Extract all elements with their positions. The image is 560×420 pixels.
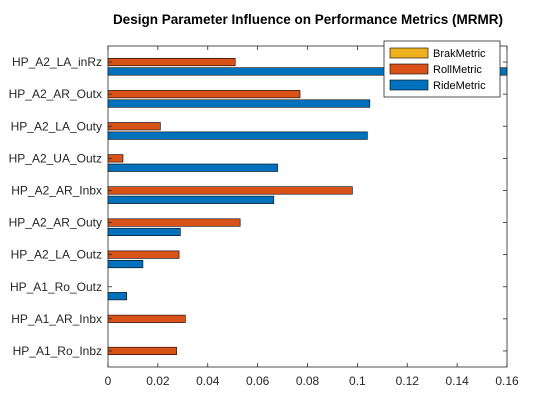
bar-rollmetric-hp-a2-ar-outx bbox=[107, 90, 301, 99]
bar-rollmetric-hp-a1-ar-inbx bbox=[107, 314, 186, 323]
bar-rollmetric-hp-a2-la-inrz bbox=[107, 57, 236, 67]
x-tick-label: 0.16 bbox=[495, 374, 519, 388]
bar-rollmetric-hp-a2-la-outy bbox=[107, 122, 161, 131]
x-tick-label: 0 bbox=[105, 374, 112, 388]
bar-ridemetric-hp-a1-ro-outz bbox=[107, 292, 128, 301]
bar-ridemetric-hp-a2-la-outy bbox=[107, 131, 368, 140]
bar-ridemetric-hp-a2-la-outz bbox=[107, 259, 144, 269]
legend-label-rollmetric: RollMetric bbox=[433, 64, 482, 76]
y-tick-label: HP_A1_AR_Inbx bbox=[11, 312, 102, 326]
y-tick-label: HP_A2_AR_Inbx bbox=[11, 183, 102, 197]
x-tick-label: 0.06 bbox=[246, 374, 270, 388]
legend-label-brakmetric: BrakMetric bbox=[433, 48, 486, 60]
legend-swatch-rollmetric bbox=[389, 63, 429, 75]
x-tick-label: 0.1 bbox=[349, 374, 366, 388]
legend-label-ridemetric: RideMetric bbox=[433, 80, 486, 92]
legend: BrakMetric RollMetric RideMetric bbox=[383, 40, 501, 98]
x-tick-label: 0.12 bbox=[396, 374, 420, 388]
x-tick-label: 0.08 bbox=[296, 374, 320, 388]
y-tick-label: HP_A1_Ro_Outz bbox=[10, 280, 102, 294]
bar-ridemetric-hp-a2-ua-outz bbox=[107, 163, 278, 172]
bar-ridemetric-hp-a2-ar-outx bbox=[107, 99, 371, 108]
plot-area bbox=[107, 45, 508, 368]
y-tick-label: HP_A2_LA_inRz bbox=[12, 55, 102, 69]
y-tick-label: HP_A2_AR_Outx bbox=[9, 87, 102, 101]
x-tick-label: 0.02 bbox=[146, 374, 170, 388]
x-tick-label: 0.14 bbox=[445, 374, 469, 388]
y-tick-label: HP_A2_UA_Outz bbox=[9, 151, 102, 165]
y-tick-label: HP_A2_AR_Outy bbox=[9, 216, 102, 230]
chart-title: Design Parameter Influence on Performanc… bbox=[113, 12, 503, 27]
plot-background bbox=[108, 46, 507, 367]
y-tick-label: HP_A2_LA_Outy bbox=[11, 119, 102, 133]
bar-ridemetric-hp-a2-ar-inbx bbox=[107, 195, 275, 204]
x-axis-labels: 0 0.02 0.04 0.06 0.08 0.1 0.12 0.14 0.16 bbox=[105, 46, 519, 388]
bar-ridemetric-hp-a2-ar-outy bbox=[107, 227, 181, 236]
bar-rollmetric-hp-a1-ro-inbz bbox=[107, 346, 177, 356]
legend-swatch-brakmetric bbox=[389, 47, 429, 59]
y-tick-label: HP_A1_Ro_Inbz bbox=[13, 344, 102, 358]
bar-rollmetric-hp-a2-la-outz bbox=[107, 250, 180, 259]
legend-swatch-ridemetric bbox=[389, 79, 429, 91]
y-tick-label: HP_A2_LA_Outz bbox=[11, 248, 102, 262]
bar-rollmetric-hp-a2-ar-outy bbox=[107, 218, 241, 227]
bar-rollmetric-hp-a2-ar-inbx bbox=[107, 186, 353, 195]
y-axis-labels: HP_A2_LA_inRz HP_A2_AR_Outx HP_A2_LA_Outy H… bbox=[9, 55, 507, 358]
x-tick-label: 0.04 bbox=[196, 374, 220, 388]
